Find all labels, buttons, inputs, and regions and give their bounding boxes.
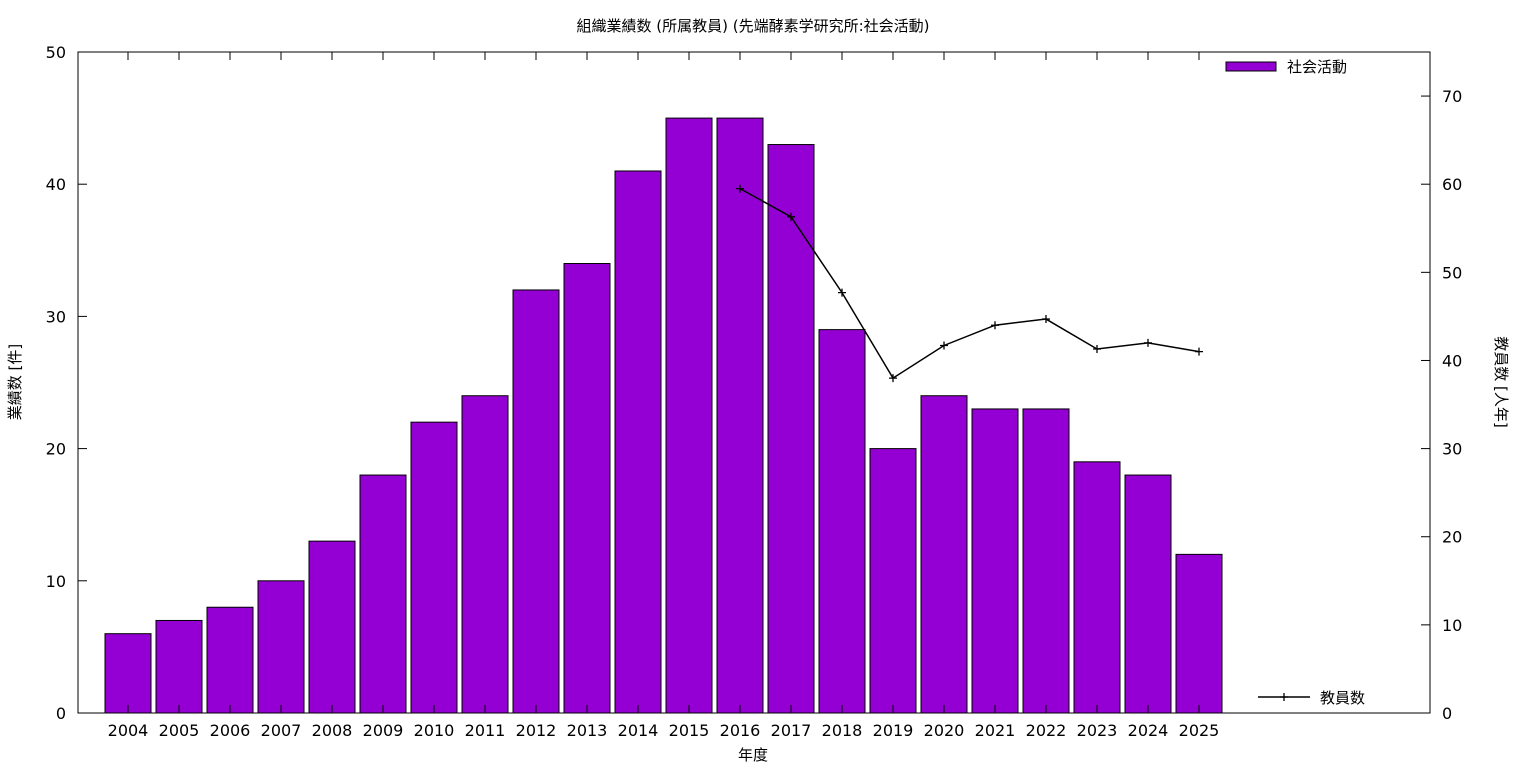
- bar-2012: [512, 289, 560, 714]
- x-axis-label: 年度: [738, 746, 768, 764]
- bar-2017: [767, 144, 815, 714]
- bar-2025: [1175, 553, 1223, 714]
- x-tick-label: 2019: [873, 721, 914, 740]
- line-path: [739, 187, 1200, 380]
- line-point-2022: [1042, 315, 1050, 324]
- line-point-2021: [991, 321, 999, 330]
- x-tick-label: 2021: [975, 721, 1016, 740]
- line-point-2019: [889, 374, 897, 383]
- y-tick-label: 20: [46, 440, 66, 459]
- line-point-2018: [838, 288, 846, 297]
- bar-2016: [716, 117, 764, 714]
- line-point-2023: [1093, 345, 1101, 354]
- bar-2024: [1124, 474, 1172, 714]
- line-point-2025: [1195, 347, 1203, 356]
- x-tick-label: 2025: [1179, 721, 1220, 740]
- y2-tick-label: 60: [1442, 175, 1462, 194]
- bar-2006: [206, 606, 254, 714]
- x-tick-label: 2005: [159, 721, 200, 740]
- x-tick-label: 2010: [414, 721, 455, 740]
- bar-2010: [410, 421, 458, 714]
- y2-tick-label: 10: [1442, 616, 1462, 635]
- y2-tick-label: 0: [1442, 704, 1452, 723]
- x-tick-label: 2020: [924, 721, 965, 740]
- y2-tick-label: 50: [1442, 263, 1462, 282]
- y-tick-label: 0: [56, 704, 66, 723]
- line-point-2024: [1144, 338, 1152, 347]
- y-tick-label: 10: [46, 572, 66, 591]
- x-tick-label: 2018: [822, 721, 863, 740]
- bar-2013: [563, 263, 611, 714]
- bar-2014: [614, 170, 662, 714]
- legend-line-label: 教員数: [1320, 689, 1365, 707]
- x-tick-label: 2015: [669, 721, 710, 740]
- bar-2021: [971, 408, 1019, 714]
- x-tick-label: 2004: [108, 721, 149, 740]
- bar-2009: [359, 474, 407, 714]
- bar-2023: [1073, 461, 1121, 714]
- legend-bar: 社会活動: [1225, 58, 1347, 76]
- x-tick-label: 2008: [312, 721, 353, 740]
- x-tick-label: 2007: [261, 721, 302, 740]
- x-tick-label: 2014: [618, 721, 659, 740]
- bar-2005: [155, 619, 203, 714]
- x-tick-label: 2011: [465, 721, 506, 740]
- y2-tick-label: 30: [1442, 440, 1462, 459]
- y-tick-label: 30: [46, 307, 66, 326]
- x-tick-label: 2024: [1128, 721, 1169, 740]
- x-tick-label: 2022: [1026, 721, 1067, 740]
- x-tick-label: 2017: [771, 721, 812, 740]
- x-tick-label: 2012: [516, 721, 557, 740]
- bar-2019: [869, 448, 917, 714]
- x-tick-label: 2009: [363, 721, 404, 740]
- x-tick-label: 2023: [1077, 721, 1118, 740]
- y2-tick-label: 40: [1442, 351, 1462, 370]
- bar-2018: [818, 329, 866, 714]
- y2-tick-label: 20: [1442, 528, 1462, 547]
- bar-2007: [257, 580, 305, 714]
- chart-title: 組織業績数 (所属教員) (先端酵素学研究所:社会活動): [576, 17, 929, 35]
- bar-2004: [104, 633, 152, 714]
- x-tick-label: 2013: [567, 721, 608, 740]
- y-axis-label: 業績数 [件]: [6, 344, 24, 420]
- line-point-2016: [736, 184, 744, 193]
- bar-2011: [461, 395, 509, 714]
- bar-2022: [1022, 408, 1070, 714]
- line-series: [736, 184, 1203, 383]
- bar-2015: [665, 117, 713, 714]
- legend-bar-label: 社会活動: [1287, 58, 1347, 76]
- bar-series: [104, 117, 1223, 714]
- x-axis: 2004 2005 2006 2007 2008 2009 2010 2011 2012 2013…: [108, 52, 1220, 740]
- bar-2008: [308, 540, 356, 714]
- y2-axis: 0 10 20 30 40 50 60 70: [1421, 87, 1462, 723]
- bar-2020: [920, 395, 968, 714]
- x-tick-label: 2016: [720, 721, 761, 740]
- legend-line: 教員数: [1258, 689, 1365, 707]
- y-tick-label: 40: [46, 175, 66, 194]
- legend-bar-swatch: [1225, 61, 1277, 72]
- line-point-2020: [940, 341, 948, 350]
- y-tick-label: 50: [46, 43, 66, 62]
- y2-axis-label: 教員数 [人年]: [1492, 336, 1510, 427]
- y2-tick-label: 70: [1442, 87, 1462, 106]
- x-tick-label: 2006: [210, 721, 251, 740]
- y-axis: 0 10 20 30 40 50: [46, 43, 87, 723]
- legend-line-marker: [1280, 693, 1288, 701]
- line-point-2017: [787, 212, 795, 221]
